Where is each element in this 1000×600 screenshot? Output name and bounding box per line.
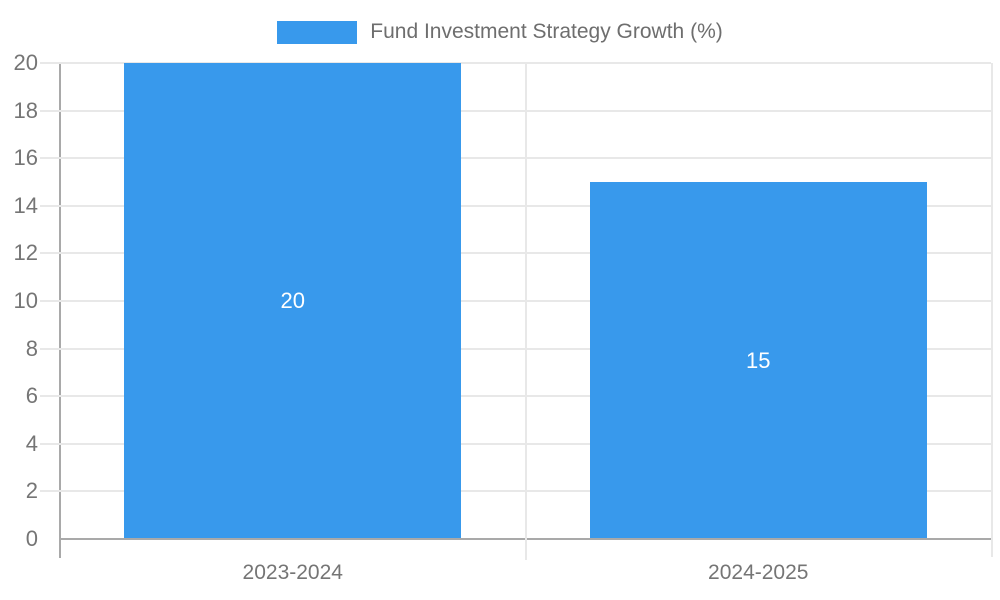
- y-tick-10: [40, 300, 60, 302]
- y-axis-label-12: 12: [13, 240, 38, 266]
- bar-value-label: 15: [746, 347, 771, 373]
- y-tick-6: [40, 395, 60, 398]
- y-axis-label-0: 0: [25, 526, 38, 551]
- y-axis-label-20: 20: [13, 50, 38, 75]
- y-tick-18: [40, 109, 60, 112]
- legend-label: Fund Investment Strategy Growth (%): [370, 20, 723, 43]
- y-axis-label-10: 10: [13, 288, 38, 313]
- y-tick-2: [40, 490, 60, 493]
- y-tick-16: [40, 157, 60, 160]
- plot-area: 20 15: [60, 62, 991, 539]
- x-axis-label-2023-2024: 2023-2024: [242, 561, 343, 584]
- plot-right-border: [991, 63, 993, 557]
- y-tick-4: [40, 442, 60, 445]
- y-axis-label-16: 16: [13, 145, 38, 171]
- y-axis-label-6: 6: [25, 383, 38, 409]
- legend-swatch: [277, 20, 358, 44]
- y-tick-14: [40, 204, 60, 207]
- bar-2024-2025[interactable]: [590, 182, 927, 539]
- y-axis-label-4: 4: [25, 430, 38, 456]
- legend[interactable]: Fund Investment Strategy Growth (%): [0, 20, 1000, 44]
- y-axis-label-2: 2: [25, 478, 38, 504]
- y-axis-line: [59, 63, 61, 558]
- y-tick-12: [40, 252, 60, 255]
- y-tick-20: [40, 62, 60, 64]
- y-axis-label-18: 18: [13, 97, 38, 123]
- y-axis-label-14: 14: [13, 192, 38, 218]
- bar-value-label: 20: [280, 288, 305, 313]
- category-divider: [524, 63, 527, 560]
- bar-2023-2024[interactable]: [124, 63, 461, 539]
- y-tick-8: [40, 347, 60, 350]
- y-axis-label-8: 8: [25, 335, 38, 361]
- x-axis-label-2024-2025: 2024-2025: [708, 561, 809, 584]
